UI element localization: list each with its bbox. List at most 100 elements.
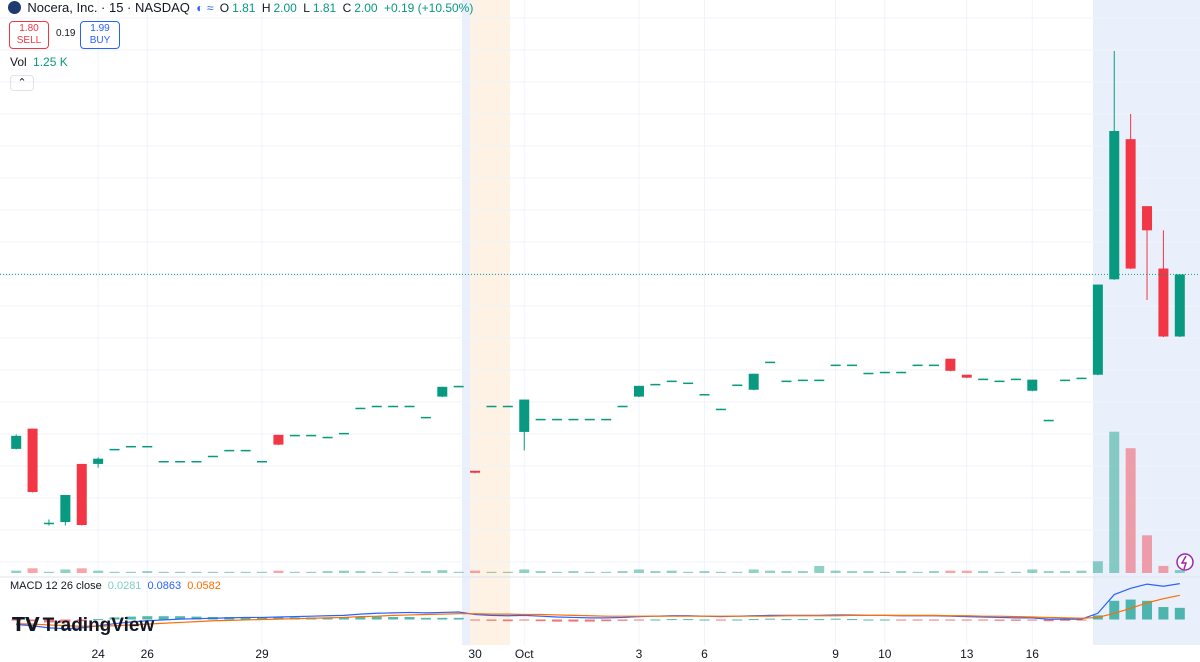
ohlc-label: L <box>303 1 310 15</box>
macd-histogram-bar <box>535 619 546 622</box>
macd-histogram-bar <box>666 619 677 621</box>
volume-bar <box>1043 571 1054 573</box>
macd-histogram-bar <box>76 619 87 622</box>
candle-body <box>1125 139 1136 269</box>
buy-price: 1.99 <box>90 23 110 34</box>
candle-body <box>109 448 120 451</box>
volume-bar <box>814 565 825 573</box>
symbol-title[interactable]: Nocera, Inc. · 15 · NASDAQ <box>27 0 190 15</box>
macd-histogram-bar <box>847 619 858 621</box>
signal-value: 0.0582 <box>187 580 221 592</box>
volume-bar <box>552 571 563 573</box>
macd-histogram-bar <box>765 618 776 620</box>
candle-body <box>797 379 808 382</box>
volume-bar <box>1060 571 1071 573</box>
macd-histogram-bar <box>978 619 989 621</box>
x-tick-label: 10 <box>878 647 892 661</box>
candle-body <box>207 455 218 458</box>
macd-histogram-bar <box>1109 600 1120 620</box>
volume-bar <box>388 571 399 573</box>
volume-bar <box>109 571 120 573</box>
volume-bar <box>912 571 923 573</box>
candle-body <box>502 405 513 408</box>
volume-bar <box>715 571 726 573</box>
ohlc-label: C <box>342 1 352 15</box>
volume-bar <box>535 571 546 573</box>
x-tick-label: 3 <box>636 647 643 661</box>
macd-histogram-bar <box>568 619 579 622</box>
volume-bar <box>748 569 759 573</box>
candle-body <box>1092 284 1103 375</box>
volume-bar <box>978 571 989 573</box>
volume-bar <box>486 571 497 573</box>
volume-bar <box>847 571 858 573</box>
candle-body <box>388 405 399 408</box>
ohlc-value: 1.81 <box>312 1 337 15</box>
volume-bar <box>273 570 284 573</box>
candle-body <box>961 374 972 378</box>
candle-body <box>420 416 431 419</box>
macd-histogram-bar <box>502 619 513 622</box>
candle-body <box>404 405 415 408</box>
candle-body <box>1010 378 1021 381</box>
macd-name: MACD 12 26 close <box>10 580 102 592</box>
volume-bar <box>1027 569 1038 573</box>
volume-bar <box>322 571 333 573</box>
macd-histogram-bar <box>830 618 841 620</box>
candle-body <box>945 358 956 371</box>
ohlc-label: O <box>219 1 230 15</box>
volume-bar <box>765 570 776 573</box>
volume-bar <box>699 571 710 573</box>
candle-body <box>289 434 300 437</box>
volume-bar <box>830 570 841 573</box>
macd-histogram-bar <box>371 616 382 620</box>
candle-body <box>830 364 841 367</box>
macd-histogram-bar <box>93 619 104 621</box>
volume-bar <box>240 571 251 573</box>
candle-body <box>191 460 202 463</box>
macd-histogram-bar <box>552 619 563 622</box>
volume-bar <box>1142 535 1153 573</box>
candle-body <box>552 418 563 421</box>
macd-histogram-bar <box>273 617 284 620</box>
x-tick-label: 16 <box>1026 647 1040 661</box>
macd-histogram-bar <box>175 616 186 620</box>
macd-histogram-bar <box>1043 619 1054 622</box>
macd-line <box>16 583 1180 630</box>
grid <box>0 0 1200 645</box>
candle-body <box>224 449 235 452</box>
candle-body <box>371 405 382 408</box>
candle-body <box>142 445 153 448</box>
status-icon: ◐ ≈ <box>196 1 214 15</box>
macd-histogram-bar <box>1142 600 1153 620</box>
candle-body <box>879 371 890 374</box>
macd-histogram-bar <box>240 617 251 620</box>
macd-histogram-bar <box>388 617 399 620</box>
macd-histogram-bar <box>420 617 431 620</box>
volume-bar <box>11 570 22 573</box>
macd-legend: MACD 12 26 close 0.0281 0.0863 0.0582 <box>10 580 224 592</box>
volume-bar <box>683 571 694 573</box>
sell-button[interactable]: 1.80 SELL <box>9 21 49 49</box>
volume-bar <box>633 569 644 573</box>
candle-body <box>257 460 268 463</box>
collapse-button[interactable]: ⌃ <box>10 75 34 91</box>
volume-bar <box>1109 431 1120 573</box>
x-tick-label: Oct <box>515 647 534 661</box>
volume-bar <box>207 571 218 573</box>
macd-histogram-bar <box>1076 619 1087 621</box>
candle-body <box>666 380 677 383</box>
ohlc-label: H <box>261 1 271 15</box>
buy-label: BUY <box>89 35 111 46</box>
buy-button[interactable]: 1.99 BUY <box>80 21 120 49</box>
ohlc-value: 1.81 <box>232 1 256 15</box>
volume-bar <box>1092 561 1103 573</box>
lightning-icon[interactable] <box>1176 553 1194 571</box>
volume-bar <box>863 571 874 573</box>
macd-histogram-bar <box>896 619 907 621</box>
macd-histogram-bar <box>1010 619 1021 621</box>
candle-body <box>1027 379 1038 391</box>
volume-legend: Vol 1.25 K <box>10 55 71 69</box>
macd-histogram-bar <box>683 619 694 621</box>
